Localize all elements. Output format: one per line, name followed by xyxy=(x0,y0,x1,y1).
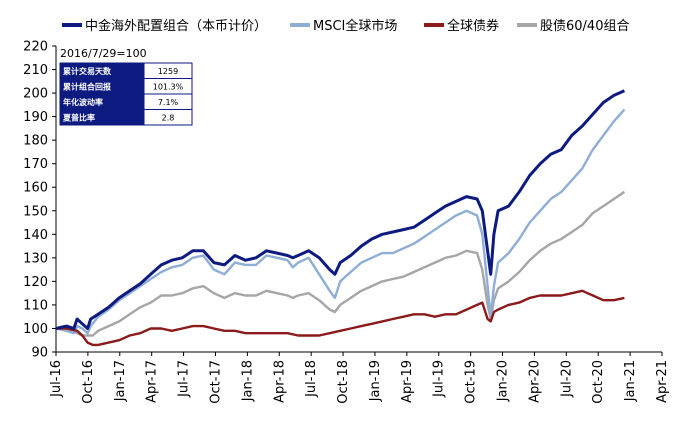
x-tick-label: Jan-17 xyxy=(113,360,128,402)
x-tick-label: Jul-20 xyxy=(559,360,574,398)
series-line-3 xyxy=(56,190,626,337)
y-tick-label: 180 xyxy=(23,134,48,149)
y-tick-label: 210 xyxy=(23,63,48,78)
stats-value: 101.3% xyxy=(153,83,184,92)
x-tick-label: Jan-20 xyxy=(496,360,511,402)
x-tick-label: Jul-17 xyxy=(177,360,192,398)
stats-label-cell xyxy=(60,109,144,125)
stats-value: 1259 xyxy=(158,67,178,76)
legend-entry-0: 中金海外配置组合（本币计价） xyxy=(62,18,267,34)
legend-entry-3: 股债60/40组合 xyxy=(517,19,629,34)
x-tick-label: Apr-21 xyxy=(655,360,670,403)
y-tick-label: 100 xyxy=(23,322,48,337)
y-tick-label: 130 xyxy=(23,251,48,266)
x-tick-label: Oct-19 xyxy=(464,360,479,404)
legend-label: 股债60/40组合 xyxy=(540,19,629,34)
x-tick-label: Jan-19 xyxy=(368,360,383,402)
stats-label-cell xyxy=(60,78,144,94)
x-tick-label: Jul-16 xyxy=(49,360,64,398)
y-tick-label: 90 xyxy=(31,346,48,361)
series-layer xyxy=(55,89,626,347)
stats-value: 7.1% xyxy=(158,98,179,107)
legend-label: 中金海外配置组合（本币计价） xyxy=(85,18,267,34)
stats-label: 累计交易天数 xyxy=(63,66,112,76)
y-tick-label: 110 xyxy=(23,298,48,313)
legend-label: MSCI全球市场 xyxy=(313,18,397,34)
legend-entry-2: 全球债券 xyxy=(424,18,499,34)
stats-label: 夏普比率 xyxy=(62,113,95,123)
x-tick-label: Jan-21 xyxy=(623,360,638,402)
legend-entry-1: MSCI全球市场 xyxy=(290,18,397,34)
series-line-2 xyxy=(56,289,625,347)
stats-label: 年化波动率 xyxy=(63,97,103,107)
stats-label: 累计组合回报 xyxy=(63,82,111,92)
x-tick-label: Oct-18 xyxy=(336,360,351,404)
x-tick-label: Jul-19 xyxy=(432,360,447,398)
x-tick-label: Apr-18 xyxy=(272,360,287,403)
series-line-1 xyxy=(55,108,626,335)
stats-value: 2.8 xyxy=(162,114,175,123)
x-tick-label: Apr-20 xyxy=(527,360,542,403)
x-tick-label: Apr-19 xyxy=(400,360,415,403)
y-tick-label: 190 xyxy=(23,110,48,125)
stats-table-border xyxy=(59,62,193,126)
x-tick-label: Jul-18 xyxy=(304,360,319,398)
y-tick-label: 150 xyxy=(23,204,48,219)
chart-legend: 中金海外配置组合（本币计价） MSCI全球市场 全球债券 股债60/40组合 xyxy=(62,18,629,34)
y-tick-label: 170 xyxy=(23,157,48,172)
stats-label-cell xyxy=(60,63,144,79)
x-tick-label: Oct-17 xyxy=(208,360,223,404)
stats-label-cell xyxy=(60,94,144,110)
series-line-0 xyxy=(55,89,626,330)
x-axis: Jul-16 Oct-16 Jan-17 Apr-17 Jul-17 Oct-17 Jan-… xyxy=(49,351,670,404)
stats-table: 累计交易天数 1259 累计组合回报 101.3% 年化波动率 7.1% 夏普比率 2.8 xyxy=(59,62,193,126)
x-tick-label: Apr-17 xyxy=(145,360,160,403)
y-tick-label: 220 xyxy=(23,40,48,55)
base-date-note: 2016/7/29=100 xyxy=(60,47,147,60)
x-tick-label: Oct-16 xyxy=(81,360,96,404)
x-tick-label: Jan-18 xyxy=(240,360,255,402)
y-tick-label: 160 xyxy=(23,181,48,196)
y-tick-label: 140 xyxy=(23,228,48,243)
x-tick-label: Oct-20 xyxy=(591,360,606,404)
y-tick-label: 200 xyxy=(23,87,48,102)
y-axis: 90 100 110 120 130 140 150 160 170 180 190 200 210 22… xyxy=(23,40,57,361)
y-tick-label: 120 xyxy=(23,275,48,290)
legend-label: 全球债券 xyxy=(447,18,499,34)
